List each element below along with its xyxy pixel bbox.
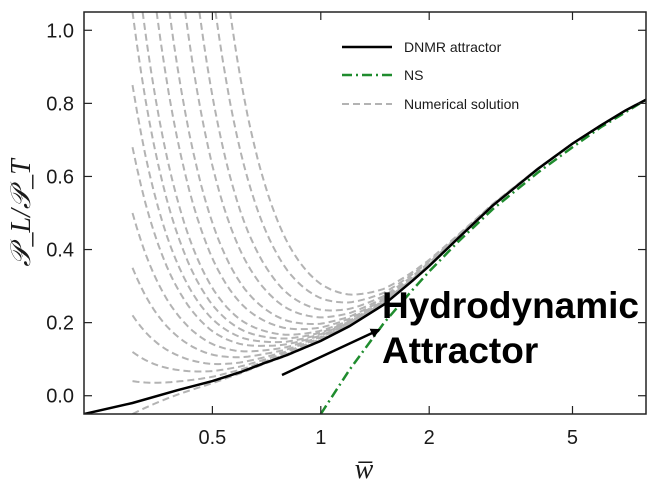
x-tick-label: 1	[315, 427, 326, 449]
y-tick-label: 1.0	[46, 20, 74, 42]
legend: DNMR attractor NS Numerical solution	[342, 39, 519, 112]
plot-frame	[83, 11, 647, 415]
annotation-arrow	[281, 328, 381, 377]
legend-label-ns: NS	[404, 67, 423, 83]
dnmr-attractor-series	[84, 98, 646, 414]
y-tick-label: 0.2	[46, 313, 74, 335]
x-tick-label: 5	[567, 427, 578, 449]
y-axis-label: 𝒫_L/𝒫_T	[6, 157, 37, 267]
legend-label-dnmr-attractor: DNMR attractor	[404, 39, 502, 55]
x-tick-label: 0.5	[198, 427, 226, 449]
y-tick-label: 0.0	[46, 386, 74, 408]
dnmr-attractor-curve	[84, 98, 646, 414]
numerical-solution-curve	[229, 12, 646, 296]
x-axis-label: w̅	[355, 454, 374, 485]
legend-label-numerical-solution: Numerical solution	[404, 96, 519, 112]
axis-ticks: 0.5 1 2 5 0.0 0.2 0.4 0.6 0.8 1.0	[46, 12, 646, 449]
x-tick-label: 2	[424, 427, 435, 449]
annotation-attractor: Attractor	[382, 330, 538, 371]
y-tick-label: 0.6	[46, 166, 74, 188]
annotation-hydrodynamic: Hydrodynamic	[382, 285, 639, 326]
plot-background	[84, 12, 646, 414]
y-tick-label: 0.8	[46, 93, 74, 115]
y-tick-label: 0.4	[46, 240, 74, 262]
